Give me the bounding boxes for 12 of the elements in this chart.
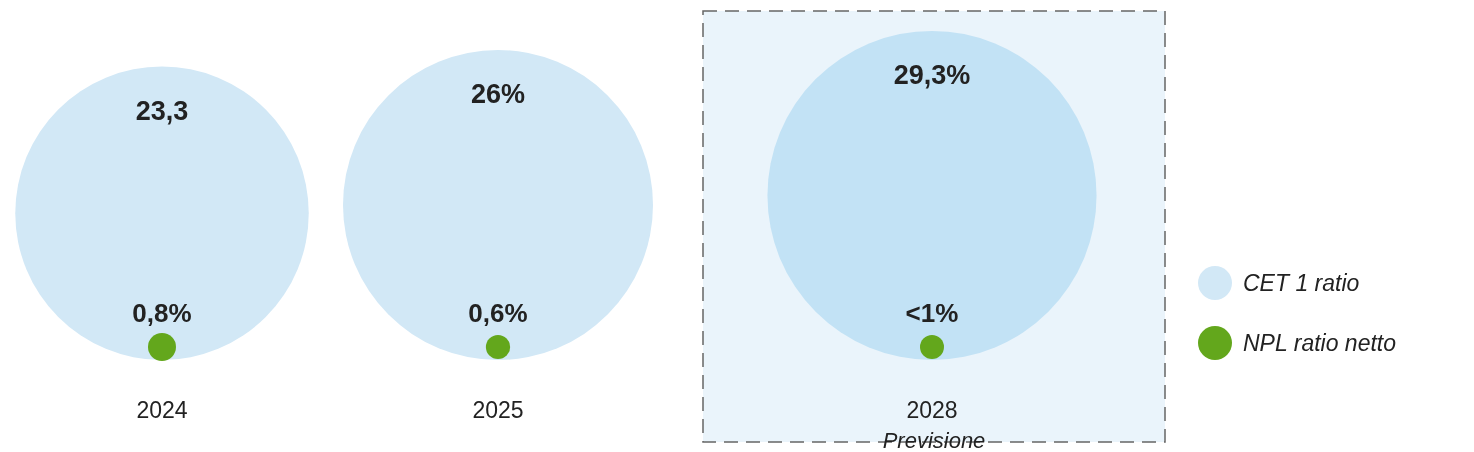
legend-label: NPL ratio netto xyxy=(1243,330,1397,356)
category-label: 2024 xyxy=(136,397,188,423)
text: Previsione xyxy=(882,428,986,452)
category-label: 2025 xyxy=(472,397,524,423)
data-label: 0,8% xyxy=(132,298,192,328)
data-label: <1% xyxy=(905,298,959,328)
data-label: 23,3 xyxy=(135,95,189,126)
data-label: 29,3% xyxy=(893,59,971,90)
legend-label: CET 1 ratio xyxy=(1243,270,1360,296)
data-label: 26% xyxy=(470,78,526,109)
data-label: 0,6% xyxy=(468,298,528,328)
category-label: 2028 xyxy=(906,397,958,423)
